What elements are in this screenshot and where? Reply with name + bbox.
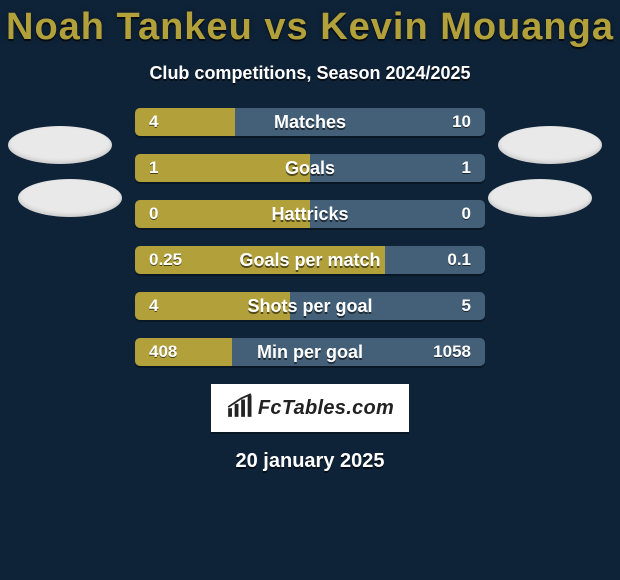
value-right: 1 (462, 154, 471, 182)
stat-row: 11Goals (135, 154, 485, 182)
avatar (8, 126, 112, 164)
value-right: 10 (452, 108, 471, 136)
avatar (498, 126, 602, 164)
bar-right (290, 292, 485, 320)
value-right: 0 (462, 200, 471, 228)
title: Noah Tankeu vs Kevin Mouanga (0, 0, 620, 49)
chart-area: 410Matches11Goals00Hattricks0.250.1Goals… (0, 108, 620, 366)
value-left: 408 (149, 338, 177, 366)
value-right: 0.1 (447, 246, 471, 274)
value-left: 4 (149, 108, 158, 136)
bar-right (310, 154, 485, 182)
value-left: 1 (149, 154, 158, 182)
value-right: 1058 (433, 338, 471, 366)
stat-row: 0.250.1Goals per match (135, 246, 485, 274)
chart-icon (226, 393, 252, 424)
bar-left (135, 154, 310, 182)
avatar (18, 179, 122, 217)
player2-name: Kevin Mouanga (320, 6, 614, 48)
brand-badge[interactable]: FcTables.com (211, 384, 409, 432)
value-left: 4 (149, 292, 158, 320)
vs-text: vs (264, 6, 308, 48)
bar-left (135, 200, 310, 228)
stat-row: 410Matches (135, 108, 485, 136)
bar-right (310, 200, 485, 228)
brand-name: FcTables.com (258, 397, 394, 420)
stat-row: 45Shots per goal (135, 292, 485, 320)
avatar (488, 179, 592, 217)
value-left: 0 (149, 200, 158, 228)
value-right: 5 (462, 292, 471, 320)
subtitle: Club competitions, Season 2024/2025 (0, 63, 620, 84)
date: 20 january 2025 (0, 450, 620, 473)
player1-name: Noah Tankeu (6, 6, 253, 48)
stat-row: 4081058Min per goal (135, 338, 485, 366)
stat-row: 00Hattricks (135, 200, 485, 228)
bar-right (235, 108, 485, 136)
value-left: 0.25 (149, 246, 182, 274)
